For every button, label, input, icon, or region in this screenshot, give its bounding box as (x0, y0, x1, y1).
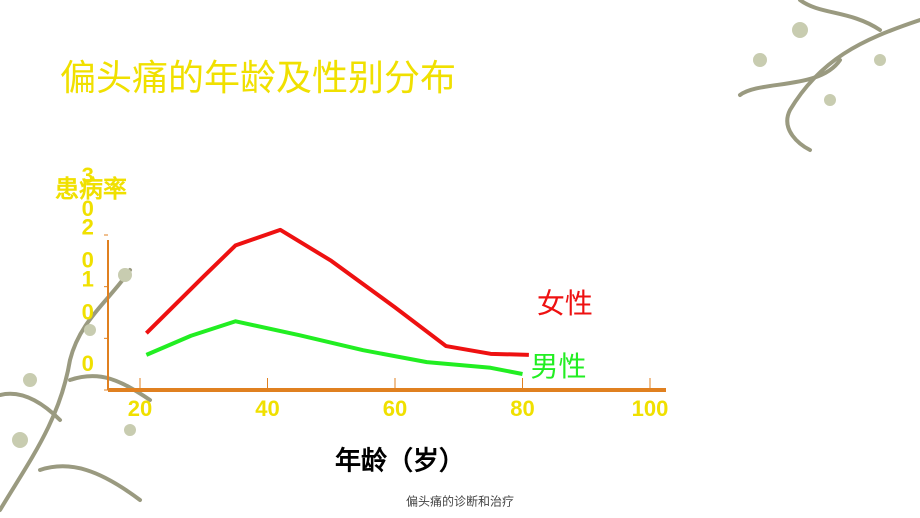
series-label: 男性 (531, 350, 587, 383)
chart-title: 偏头痛的年龄及性别分布 (60, 58, 456, 99)
x-axis-label: 年龄（岁） (335, 446, 465, 477)
x-tick-label: 100 (632, 396, 669, 421)
y-tick-label: 30 (75, 163, 100, 229)
footer: 偏头痛的诊断和治疗 (406, 494, 514, 509)
y-tick-label: 20 (75, 215, 100, 281)
x-tick-label: 40 (255, 396, 279, 421)
x-tick-label: 80 (510, 396, 534, 421)
series-line (145, 319, 523, 376)
y-tick-label: 10 (75, 266, 100, 332)
x-tick-label: 20 (128, 396, 152, 421)
y-tick-label: 0 (75, 351, 100, 384)
x-tick-label: 60 (383, 396, 407, 421)
series-label: 女性 (537, 287, 593, 320)
series-line (144, 227, 529, 357)
decoration-leaves (12, 22, 886, 448)
y-axis-label: 患病率 (55, 175, 127, 203)
